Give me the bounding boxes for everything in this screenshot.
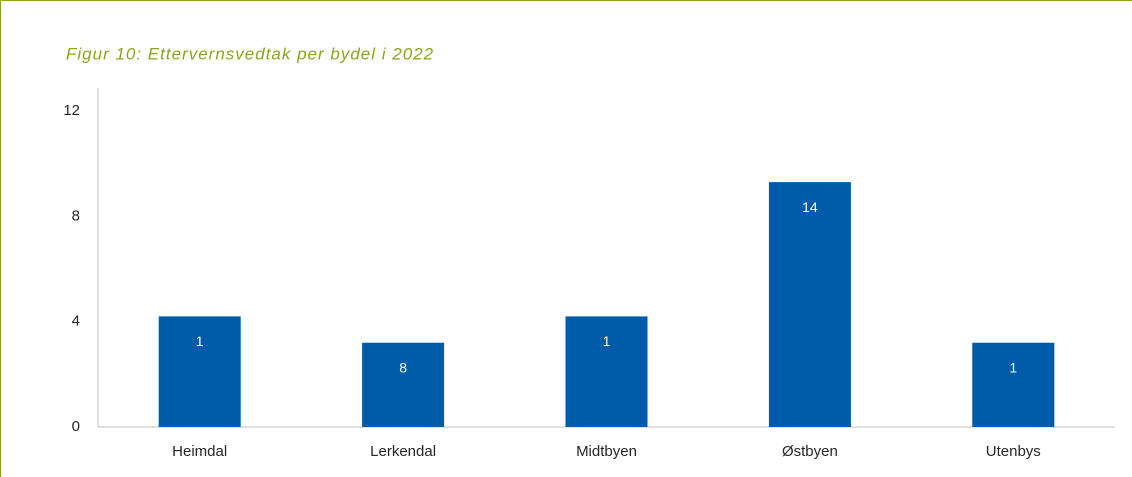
bar (768, 182, 851, 427)
x-tick-label: Utenbys (986, 443, 1041, 460)
y-tick-label: 4 (72, 313, 80, 330)
bar-label: 1 (1009, 359, 1017, 375)
bar-label: 1 (196, 333, 204, 349)
bar (362, 342, 445, 427)
bar-label: 1 (603, 333, 611, 349)
x-tick-label: Heimdal (172, 443, 227, 460)
x-tick-label: Østbyen (782, 443, 838, 460)
bar-label: 14 (802, 199, 818, 215)
bar-label: 8 (399, 359, 407, 375)
x-tick-label: Midtbyen (576, 443, 637, 460)
bar (158, 316, 241, 427)
y-tick-label: 8 (72, 207, 80, 224)
y-tick-label: 12 (63, 102, 80, 119)
y-tick-label: 0 (72, 418, 80, 435)
x-tick-label: Lerkendal (370, 443, 436, 460)
bar (565, 316, 648, 427)
chart-title: Figur 10: Ettervernsvedtak per bydel i 2… (66, 44, 434, 63)
bar (972, 342, 1055, 427)
